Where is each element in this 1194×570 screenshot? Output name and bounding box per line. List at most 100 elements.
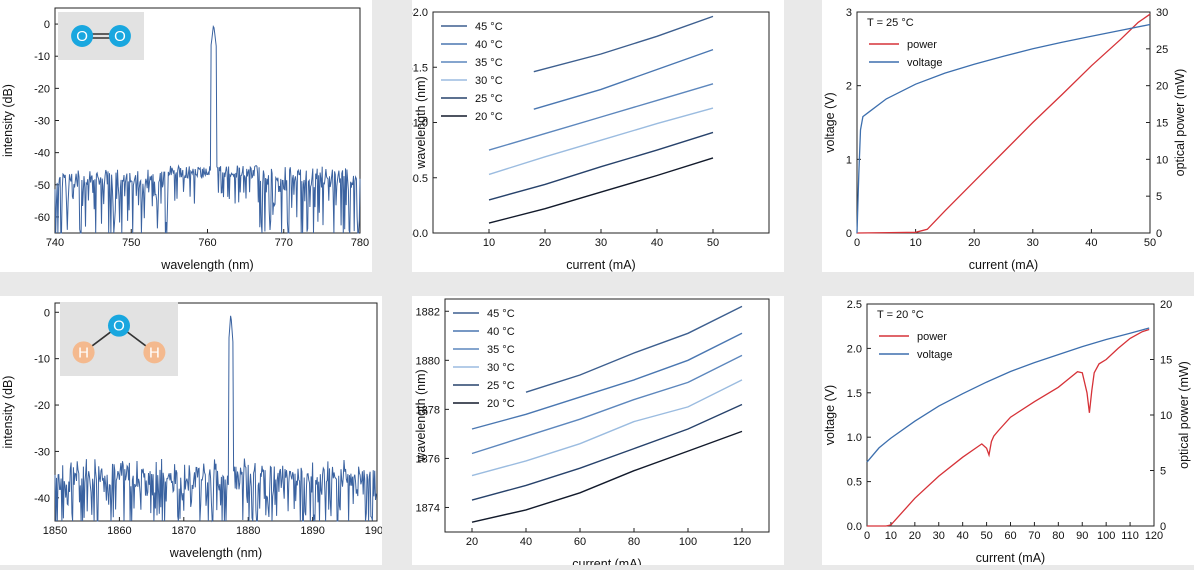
y-tick-label: 1876 bbox=[416, 453, 440, 465]
power-series-line bbox=[856, 13, 1151, 234]
legend-label: 20 °C bbox=[487, 398, 515, 410]
h2o-liv-chart: 0 10 20 30 40 50 60 70 80 90 100 110 1200.00.51.01.5… bbox=[823, 299, 1191, 565]
atom-circle bbox=[108, 25, 131, 47]
voltage-series-line bbox=[856, 23, 1151, 234]
x-axis-title: current (mA) bbox=[969, 258, 1038, 272]
x-tick-label: 1860 bbox=[107, 525, 131, 537]
y2-tick-label: 0 bbox=[1160, 521, 1166, 533]
x-tick-label: 100 bbox=[1097, 530, 1115, 542]
x-tick-label: 30 bbox=[595, 237, 607, 249]
power-series-line bbox=[867, 328, 1150, 527]
x-tick-label: 40 bbox=[651, 237, 663, 249]
x-tick-label: 40 bbox=[957, 530, 969, 542]
x-tick-label: 60 bbox=[1004, 530, 1016, 542]
legend-label: 35 °C bbox=[487, 344, 515, 356]
temperature-series-line bbox=[471, 332, 743, 430]
y-axis-title: wavelength (nm) bbox=[414, 369, 428, 462]
y-tick-label: 3 bbox=[846, 7, 852, 19]
x-axis-title: current (mA) bbox=[572, 557, 641, 565]
y-axis-title: voltage (V) bbox=[823, 385, 837, 445]
y-axis-title: voltage (V) bbox=[823, 92, 837, 152]
h2o-liv-panel: 0 10 20 30 40 50 60 70 80 90 100 110 120 0.0 0.5 1.0 1.5… bbox=[822, 296, 1194, 565]
temperature-annotation: T = 25 °C bbox=[867, 17, 914, 29]
x-tick-label: 110 bbox=[1121, 530, 1139, 542]
o2-liv-panel: 0 10 20 30 40 50 0 1 2 3 current (mA) voltage (V) 0 5… bbox=[822, 0, 1194, 272]
y2-tick-label: 30 bbox=[1156, 7, 1168, 19]
x-tick-label: 50 bbox=[707, 237, 719, 249]
x-tick-label: 20 bbox=[539, 237, 551, 249]
x-tick-label: 60 bbox=[574, 536, 586, 548]
spectrum-trace bbox=[54, 315, 377, 523]
x-tick-label: 780 bbox=[351, 237, 369, 249]
y2-tick-label: 5 bbox=[1160, 466, 1166, 478]
y-tick-label: -10 bbox=[34, 51, 50, 63]
legend-label: power bbox=[917, 331, 947, 343]
y2-tick-label: 15 bbox=[1156, 118, 1168, 130]
y-tick-label: -60 bbox=[34, 212, 50, 224]
y-axis-title: wavelength (nm) bbox=[414, 76, 428, 169]
y2-axis-title: optical power (mW) bbox=[1177, 361, 1191, 469]
y2-tick-label: 15 bbox=[1160, 355, 1172, 367]
y-tick-label: 1 bbox=[846, 154, 852, 166]
molecule-inset-background bbox=[60, 302, 178, 376]
x-axis-title: current (mA) bbox=[976, 551, 1045, 565]
x-axis-title: wavelength (nm) bbox=[160, 258, 253, 272]
y-tick-label: 0 bbox=[846, 228, 852, 240]
temperature-annotation: T = 20 °C bbox=[877, 309, 924, 321]
x-tick-label: 20 bbox=[466, 536, 478, 548]
legend-label: 45 °C bbox=[475, 21, 503, 33]
molecule-inset-background bbox=[58, 12, 144, 60]
y-tick-label: -40 bbox=[34, 148, 50, 160]
x-tick-label: 1890 bbox=[300, 525, 324, 537]
x-tick-label: 40 bbox=[1085, 237, 1097, 249]
legend-label: voltage bbox=[907, 57, 942, 69]
atom-label: O bbox=[113, 318, 125, 335]
x-tick-label: 1870 bbox=[172, 525, 196, 537]
temperature-series-line bbox=[488, 131, 714, 201]
y-tick-label: 2.0 bbox=[847, 343, 862, 355]
x-tick-label: 120 bbox=[1145, 530, 1163, 542]
o2-spectrum-panel: 740 750 760 770 780 0 -10 -20 -30 -40 -50 -60 wavele… bbox=[0, 0, 372, 272]
x-tick-label: 90 bbox=[1076, 530, 1088, 542]
atom-label: H bbox=[78, 344, 89, 361]
atom-label: H bbox=[149, 344, 160, 361]
legend-label: 30 °C bbox=[475, 75, 503, 87]
y2-tick-label: 20 bbox=[1156, 81, 1168, 93]
x-tick-label: 120 bbox=[733, 536, 751, 548]
temperature-series-line bbox=[471, 403, 743, 501]
x-tick-label: 80 bbox=[628, 536, 640, 548]
y-tick-label: 0 bbox=[44, 19, 50, 31]
y-tick-label: 0 bbox=[44, 307, 50, 319]
legend-label: 40 °C bbox=[475, 39, 503, 51]
y-tick-label: 762.0 bbox=[412, 7, 428, 19]
x-tick-label: 80 bbox=[1052, 530, 1064, 542]
legend-label: 35 °C bbox=[475, 57, 503, 69]
legend-label: 40 °C bbox=[487, 326, 515, 338]
temperature-series-line bbox=[533, 48, 714, 110]
legend-label: 20 °C bbox=[475, 111, 503, 123]
temperature-series-line bbox=[488, 83, 714, 151]
atom-circle bbox=[72, 341, 95, 364]
y-tick-label: 760.0 bbox=[412, 228, 428, 240]
y-tick-label: 2.5 bbox=[847, 299, 862, 311]
plot-frame bbox=[444, 298, 770, 533]
plot-frame bbox=[54, 302, 378, 522]
x-tick-label: 770 bbox=[275, 237, 293, 249]
atom-circle bbox=[108, 314, 130, 337]
temperature-series-line bbox=[488, 157, 714, 224]
atom-circle bbox=[71, 25, 94, 47]
y2-tick-label: 0 bbox=[1156, 228, 1162, 240]
atom-label: O bbox=[114, 28, 126, 45]
o2-tuning-panel: 1020304050760.0760.5761.0761.5762.0curre… bbox=[400, 0, 784, 272]
legend-label: 45 °C bbox=[487, 308, 515, 320]
x-tick-label: 30 bbox=[933, 530, 945, 542]
voltage-series-line bbox=[866, 327, 1150, 463]
y-tick-label: -30 bbox=[34, 446, 50, 458]
x-tick-label: 0 bbox=[854, 237, 860, 249]
y-tick-label: 761.5 bbox=[412, 62, 428, 74]
